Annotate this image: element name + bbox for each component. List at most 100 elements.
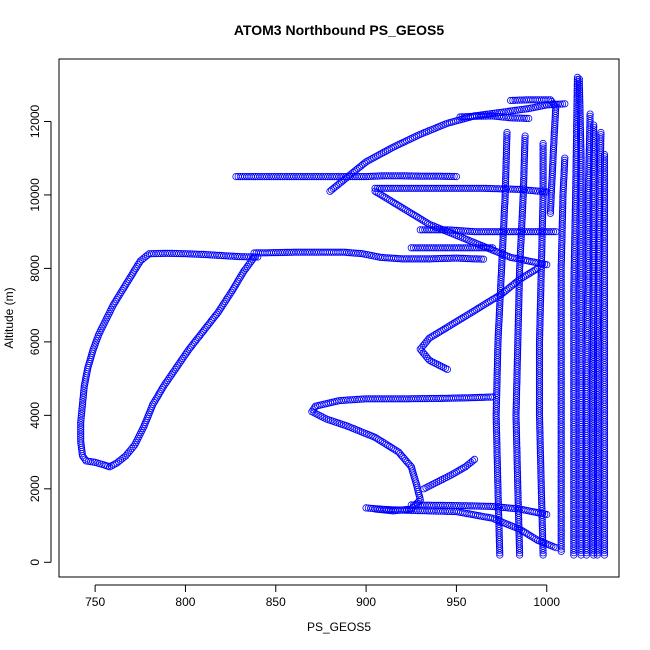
data-point <box>352 249 360 257</box>
data-point <box>115 292 123 300</box>
data-point <box>80 382 88 390</box>
data-point <box>430 255 438 263</box>
data-point <box>229 284 238 293</box>
data-point <box>247 257 255 265</box>
data-point <box>425 394 433 403</box>
data-point <box>443 254 451 262</box>
data-point <box>366 172 375 180</box>
data-point <box>127 272 135 280</box>
data-point <box>181 250 190 258</box>
data-point <box>503 133 511 141</box>
data-point <box>452 184 460 192</box>
data-point <box>394 448 403 456</box>
data-point <box>292 173 300 181</box>
y-axis-label: Altitude (m) <box>2 287 16 348</box>
data-point <box>459 464 468 472</box>
data-point <box>370 154 378 162</box>
data-point <box>228 286 236 294</box>
data-point <box>600 546 609 555</box>
data-point <box>476 303 484 311</box>
data-point <box>355 173 363 181</box>
data-point <box>218 251 226 260</box>
data-point <box>385 145 393 153</box>
data-point <box>111 460 119 468</box>
data-point <box>366 504 375 512</box>
data-point <box>229 252 237 260</box>
x-tick-label: 1000 <box>533 595 560 609</box>
data-point <box>175 250 183 258</box>
data-point <box>77 423 85 431</box>
data-points <box>77 73 609 559</box>
data-point <box>488 185 497 193</box>
data-point <box>366 395 375 403</box>
data-point <box>398 204 406 212</box>
data-point <box>394 395 402 403</box>
data-point <box>470 502 479 510</box>
data-point <box>77 419 85 427</box>
data-point <box>600 549 609 557</box>
data-point <box>486 228 494 236</box>
data-point <box>420 217 428 225</box>
data-point <box>497 113 506 121</box>
data-point <box>377 149 386 158</box>
data-point <box>400 184 409 192</box>
data-point <box>400 506 409 514</box>
data-point <box>448 254 456 262</box>
data-point <box>421 226 429 234</box>
data-point <box>479 301 488 309</box>
data-point <box>430 184 438 192</box>
data-point <box>309 406 317 414</box>
data-point <box>269 173 278 181</box>
data-point <box>405 184 413 192</box>
data-point <box>206 251 214 259</box>
data-point <box>373 434 381 443</box>
data-point <box>387 184 395 192</box>
x-tick-label: 800 <box>175 595 195 609</box>
data-point <box>414 501 422 509</box>
data-point <box>503 131 511 139</box>
data-point <box>431 331 439 339</box>
data-point <box>421 172 429 180</box>
data-point <box>484 110 492 118</box>
data-point <box>590 551 598 559</box>
data-point <box>486 184 494 193</box>
data-point <box>169 369 177 377</box>
data-point <box>418 501 427 509</box>
data-point <box>315 173 323 181</box>
data-point <box>301 173 309 181</box>
data-point <box>159 249 167 257</box>
data-point <box>151 397 159 405</box>
data-point <box>500 503 508 512</box>
data-point <box>79 393 87 401</box>
data-point <box>389 506 397 514</box>
data-point <box>546 205 555 213</box>
data-point <box>472 305 480 314</box>
data-point <box>174 362 182 370</box>
data-point <box>543 261 551 269</box>
data-point <box>403 207 412 215</box>
data-point <box>421 244 429 252</box>
x-tick-label: 950 <box>446 595 466 609</box>
data-point <box>160 382 168 390</box>
data-point <box>263 173 271 181</box>
data-point <box>114 294 122 302</box>
data-point <box>274 173 282 181</box>
data-point <box>515 96 524 104</box>
data-point <box>398 172 406 180</box>
data-point <box>382 505 390 514</box>
data-point <box>418 216 426 224</box>
data-point <box>475 112 483 120</box>
data-point <box>133 262 141 271</box>
data-point <box>344 396 352 404</box>
data-point <box>407 209 415 217</box>
data-point <box>375 505 384 513</box>
data-point <box>287 173 296 181</box>
data-point <box>432 501 440 509</box>
data-point <box>528 268 536 276</box>
data-point <box>372 252 380 261</box>
data-point <box>410 133 419 141</box>
data-point <box>134 261 142 269</box>
data-point <box>416 184 424 192</box>
data-point <box>345 249 353 257</box>
data-point <box>474 304 482 312</box>
